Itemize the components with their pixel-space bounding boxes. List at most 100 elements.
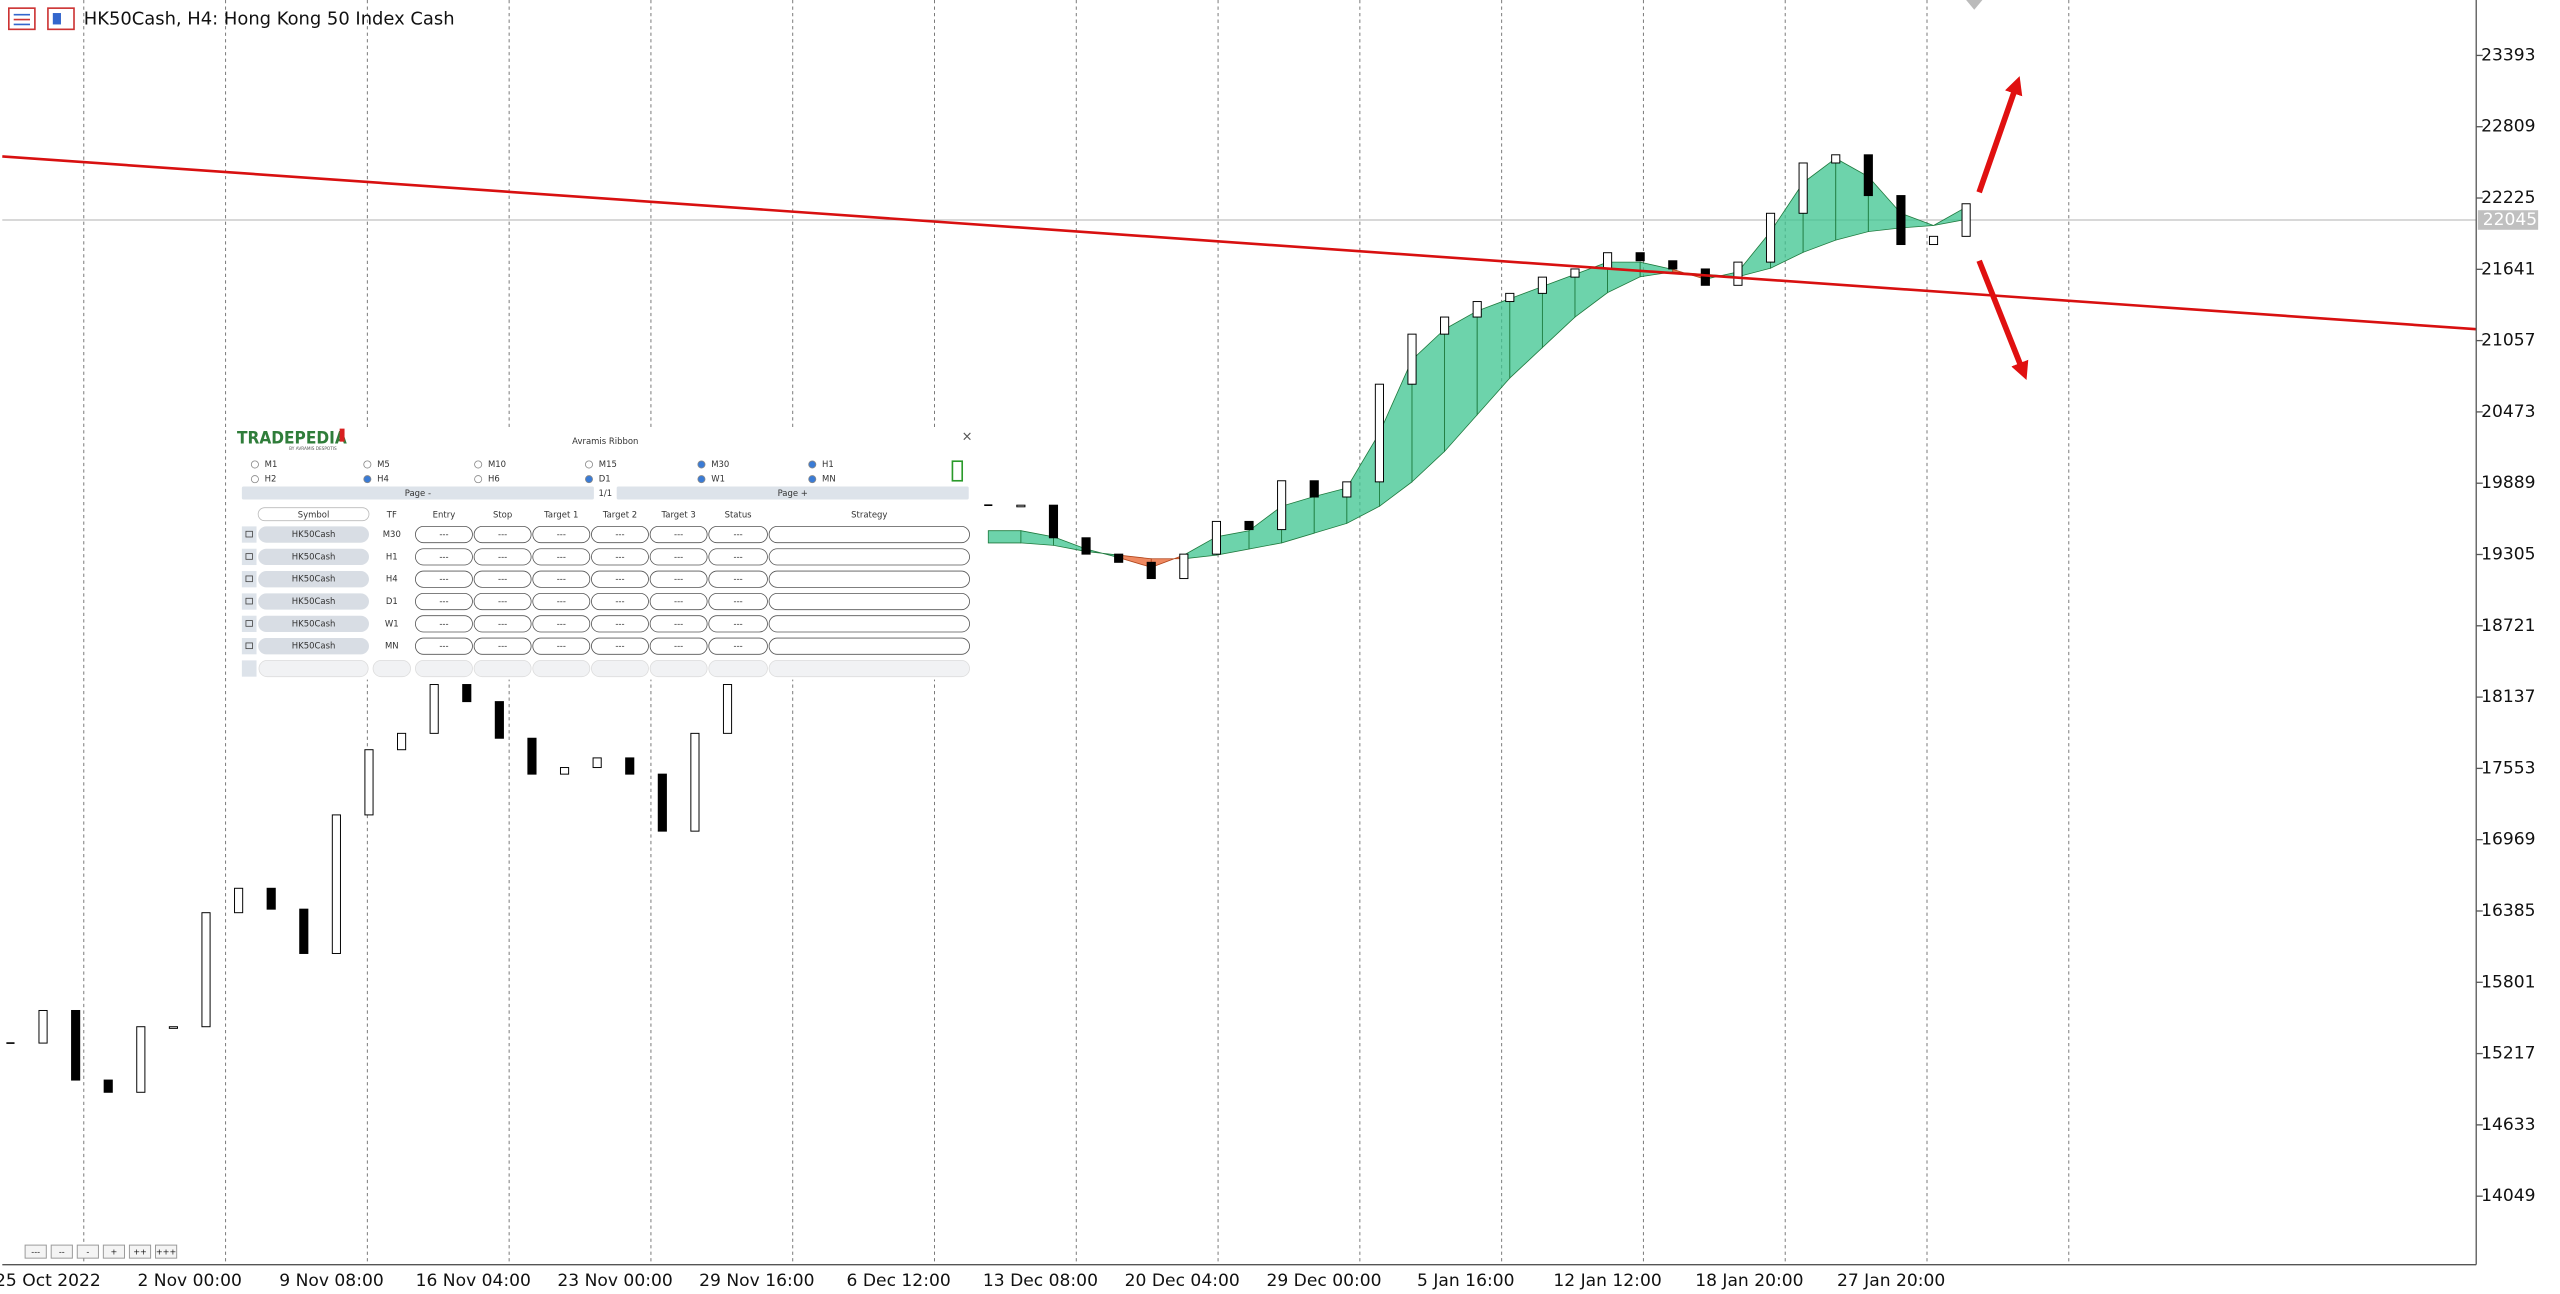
cell[interactable] (591, 548, 649, 566)
cell[interactable] (768, 592, 970, 611)
cell[interactable] (708, 615, 768, 633)
radio-button[interactable] (250, 460, 259, 469)
radio-button[interactable] (808, 475, 817, 484)
cell[interactable] (591, 592, 649, 611)
cell[interactable] (532, 637, 591, 655)
cell[interactable] (591, 570, 649, 588)
ribbon-segment (1313, 487, 1348, 534)
radio-label[interactable]: H2 (265, 474, 277, 484)
cell[interactable] (649, 592, 708, 611)
cell[interactable] (708, 570, 768, 588)
page-next-button[interactable] (616, 486, 969, 500)
cell[interactable] (532, 548, 591, 566)
ribbon-segment (1216, 530, 1250, 556)
candle (234, 887, 244, 914)
zoom-button-label[interactable]: ++ (133, 1247, 147, 1257)
radio-label[interactable]: MN (822, 474, 836, 484)
cell[interactable] (532, 525, 591, 544)
cell[interactable] (591, 637, 649, 655)
cell[interactable] (415, 570, 473, 588)
radio-button[interactable] (250, 475, 259, 484)
cell[interactable] (473, 570, 532, 588)
cell[interactable] (649, 615, 708, 633)
zoom-button-label[interactable]: --- (31, 1247, 40, 1257)
cell[interactable] (415, 615, 473, 633)
radio-button[interactable] (697, 475, 706, 484)
row-icon[interactable] (245, 642, 253, 650)
zoom-button[interactable] (128, 1244, 152, 1259)
radio-label[interactable]: W1 (711, 474, 725, 484)
radio-label[interactable]: M5 (377, 459, 390, 469)
radio-button[interactable] (363, 475, 372, 484)
cell[interactable] (473, 548, 532, 566)
radio-label[interactable]: H6 (488, 474, 500, 484)
radio-label[interactable]: H1 (822, 459, 834, 469)
zoom-button[interactable] (50, 1244, 73, 1259)
cell-value: --- (615, 641, 624, 651)
cell[interactable] (649, 637, 708, 655)
zoom-button[interactable] (76, 1244, 99, 1259)
cell[interactable] (649, 548, 708, 566)
zoom-button[interactable] (102, 1244, 126, 1259)
zoom-button-label[interactable]: +++ (156, 1247, 176, 1257)
close-button[interactable]: × (962, 429, 973, 444)
zoom-button[interactable] (155, 1244, 178, 1259)
cell[interactable] (473, 637, 532, 655)
cell[interactable] (708, 525, 768, 544)
radio-button[interactable] (363, 460, 372, 469)
cell[interactable] (415, 637, 473, 655)
cell[interactable] (649, 525, 708, 544)
zoom-button-label[interactable]: + (111, 1247, 118, 1257)
cell[interactable] (708, 592, 768, 611)
row-icon[interactable] (245, 597, 253, 605)
cell[interactable] (768, 637, 970, 655)
cell[interactable] (473, 592, 532, 611)
cell[interactable] (415, 548, 473, 566)
candle (1081, 537, 1091, 555)
cell-value: --- (734, 618, 743, 628)
cell[interactable] (768, 548, 970, 566)
radio-button[interactable] (697, 460, 706, 469)
radio-label[interactable]: D1 (599, 474, 611, 484)
radio-button[interactable] (808, 460, 817, 469)
row-icon[interactable] (245, 575, 253, 583)
cell[interactable] (708, 637, 768, 655)
timeframe: MN (385, 641, 399, 651)
radio-button[interactable] (474, 475, 483, 484)
row-icon[interactable] (245, 530, 253, 538)
cell[interactable] (532, 592, 591, 611)
zoom-buttons: --- -- - + ++ +++ (24, 1244, 178, 1259)
cell[interactable] (532, 615, 591, 633)
zoom-button[interactable] (24, 1244, 47, 1259)
candle (494, 701, 504, 739)
radio-label[interactable]: M30 (711, 459, 729, 469)
row-icon[interactable] (245, 620, 253, 627)
page-prev-label[interactable]: Page - (405, 488, 431, 498)
zoom-button-label[interactable]: - (86, 1247, 89, 1257)
cell[interactable] (768, 525, 970, 544)
radio-label[interactable]: M1 (265, 459, 278, 469)
radio-button[interactable] (585, 460, 593, 469)
radio-label[interactable]: H4 (377, 474, 389, 484)
cell[interactable] (768, 615, 970, 633)
cell[interactable] (591, 525, 649, 544)
zoom-button-label[interactable]: -- (59, 1247, 65, 1257)
cell[interactable] (473, 525, 532, 544)
radio-label[interactable]: M10 (488, 459, 506, 469)
candle (1798, 162, 1808, 214)
cell[interactable] (649, 570, 708, 588)
cell[interactable] (591, 615, 649, 633)
cell[interactable] (768, 570, 970, 588)
radio-label[interactable]: M15 (599, 459, 617, 469)
cell[interactable] (415, 525, 473, 544)
cell[interactable] (415, 592, 473, 611)
cell[interactable] (473, 615, 532, 633)
radio-button[interactable] (585, 475, 593, 484)
page-prev-button[interactable] (241, 486, 594, 500)
row-icon[interactable] (245, 553, 253, 560)
cell[interactable] (708, 548, 768, 566)
radio-button[interactable] (474, 460, 483, 469)
page-next-label[interactable]: Page + (778, 488, 808, 498)
ribbon-segment (1933, 206, 1967, 226)
cell[interactable] (532, 570, 591, 588)
